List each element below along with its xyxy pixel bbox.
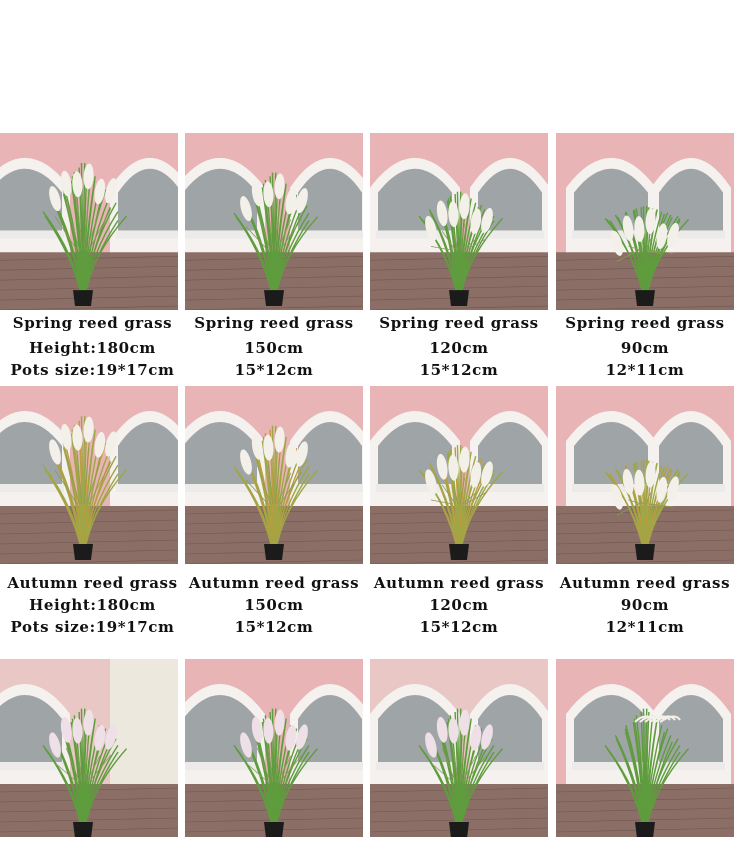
photo-third-3 bbox=[370, 659, 548, 837]
photo-third-1 bbox=[0, 659, 178, 837]
photo-autumn-90 bbox=[556, 386, 734, 564]
product-height: Height:180cm bbox=[29, 339, 156, 357]
product-height: 150cm bbox=[244, 596, 304, 614]
product-name: Autumn reed grass bbox=[373, 574, 545, 592]
product-name: Spring reed grass bbox=[12, 314, 173, 332]
product-pot-size: 15*12cm bbox=[234, 618, 314, 636]
product-pot-size: 12*11cm bbox=[605, 618, 685, 636]
product-pot-size: 12*11cm bbox=[605, 361, 685, 379]
product-height: 150cm bbox=[244, 339, 304, 357]
scene-drawing bbox=[0, 386, 178, 564]
product-pot-size: 15*12cm bbox=[419, 361, 499, 379]
scene-drawing bbox=[370, 133, 548, 310]
scene-drawing bbox=[0, 133, 178, 310]
scene-drawing bbox=[556, 659, 734, 837]
product-name: Autumn reed grass bbox=[7, 574, 178, 592]
caption-autumn-150: Autumn reed grass 150cm 15*12cm bbox=[185, 572, 363, 638]
product-height: 120cm bbox=[429, 596, 489, 614]
product-pot-size: Pots size:19*17cm bbox=[10, 361, 175, 379]
caption-spring-90: Spring reed grass 90cm 12*11cm bbox=[556, 312, 734, 381]
product-pot-size: 15*12cm bbox=[419, 618, 499, 636]
product-height: 120cm bbox=[429, 339, 489, 357]
product-name: Spring reed grass bbox=[194, 314, 354, 332]
photo-third-4 bbox=[556, 659, 734, 837]
scene-drawing bbox=[185, 133, 363, 310]
scene-drawing bbox=[556, 386, 734, 564]
photo-spring-120 bbox=[370, 133, 548, 310]
scene-drawing bbox=[185, 659, 363, 837]
photo-spring-180 bbox=[0, 133, 178, 310]
scene-drawing bbox=[0, 659, 178, 837]
product-name: Spring reed grass bbox=[379, 314, 539, 332]
product-height: 90cm bbox=[620, 339, 670, 357]
scene-drawing bbox=[185, 386, 363, 564]
photo-autumn-150 bbox=[185, 386, 363, 564]
photo-spring-90 bbox=[556, 133, 734, 310]
product-height: 90cm bbox=[620, 596, 670, 614]
product-name: Autumn reed grass bbox=[559, 574, 731, 592]
product-name: Spring reed grass bbox=[565, 314, 725, 332]
photo-spring-150 bbox=[185, 133, 363, 310]
photo-autumn-120 bbox=[370, 386, 548, 564]
caption-spring-180: Spring reed grass Height:180cm Pots size… bbox=[0, 312, 185, 381]
caption-autumn-180: Autumn reed grass Height:180cm Pots size… bbox=[0, 572, 185, 638]
caption-autumn-90: Autumn reed grass 90cm 12*11cm bbox=[556, 572, 734, 638]
product-height: Height:180cm bbox=[29, 596, 156, 614]
scene-drawing bbox=[556, 133, 734, 310]
product-name: Autumn reed grass bbox=[188, 574, 360, 592]
scene-drawing bbox=[370, 386, 548, 564]
product-pot-size: Pots size:19*17cm bbox=[10, 618, 175, 636]
scene-drawing bbox=[370, 659, 548, 837]
photo-autumn-180 bbox=[0, 386, 178, 564]
caption-autumn-120: Autumn reed grass 120cm 15*12cm bbox=[370, 572, 548, 638]
photo-third-2 bbox=[185, 659, 363, 837]
product-pot-size: 15*12cm bbox=[234, 361, 314, 379]
caption-spring-120: Spring reed grass 120cm 15*12cm bbox=[370, 312, 548, 381]
caption-spring-150: Spring reed grass 150cm 15*12cm bbox=[185, 312, 363, 381]
